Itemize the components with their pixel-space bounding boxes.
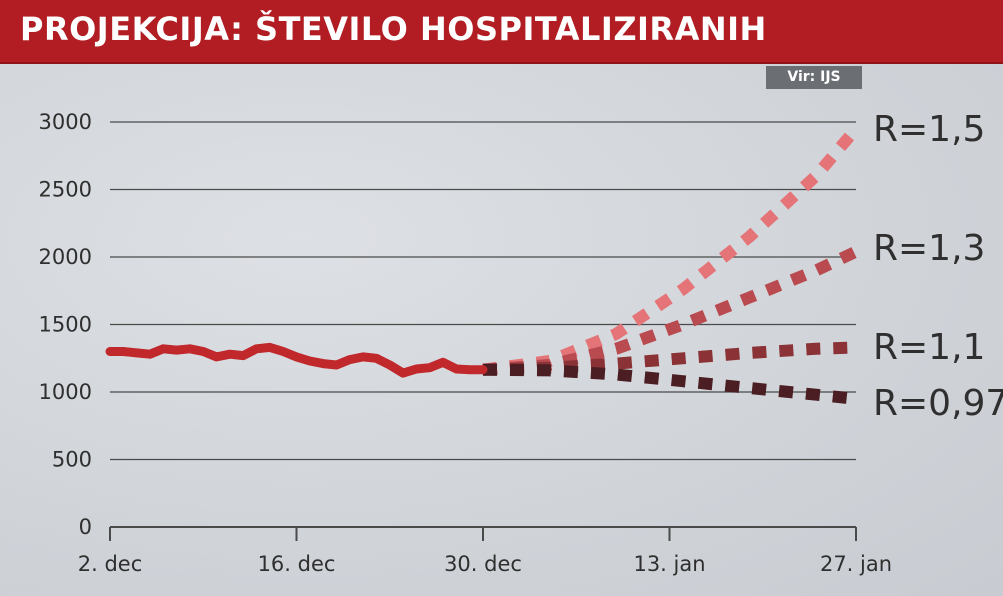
y-tick-label: 1500 bbox=[39, 313, 92, 337]
x-tick-label: 27. jan bbox=[820, 552, 892, 576]
x-tick-label: 2. dec bbox=[78, 552, 143, 576]
scenario-label: R=1,3 bbox=[873, 228, 985, 269]
scenario-label: R=0,97 bbox=[873, 383, 1003, 424]
y-tick-label: 2500 bbox=[39, 178, 92, 202]
scenario-label: R=1,1 bbox=[873, 327, 985, 368]
y-tick-label: 2000 bbox=[39, 245, 92, 269]
series-line-R=0,97 bbox=[482, 363, 857, 405]
x-tick-label: 13. jan bbox=[633, 552, 705, 576]
gridlines bbox=[110, 121, 856, 528]
y-tick-label: 0 bbox=[79, 515, 92, 539]
y-tick-labels: 0 500 1000 1500 2000 2500 3000 bbox=[39, 110, 92, 539]
x-tick-label: 16. dec bbox=[258, 552, 336, 576]
y-tick-label: 3000 bbox=[39, 110, 92, 134]
x-tick-label: 30. dec bbox=[444, 552, 522, 576]
scenario-labels: R=1,5 R=1,3 R=1,1 R=0,97 bbox=[873, 109, 1003, 424]
title-banner: PROJEKCIJA: ŠTEVILO HOSPITALIZIRANIH bbox=[0, 0, 1003, 64]
series-lines bbox=[105, 124, 861, 405]
series-line-observed bbox=[105, 342, 488, 378]
x-axis bbox=[109, 527, 857, 541]
series-line-R=1,3 bbox=[482, 246, 859, 376]
source-badge: Vir: IJS bbox=[766, 66, 862, 89]
y-tick-label: 500 bbox=[52, 448, 92, 472]
chart-title: PROJEKCIJA: ŠTEVILO HOSPITALIZIRANIH bbox=[20, 10, 767, 48]
x-tick-labels: 2. dec 16. dec 30. dec 13. jan 27. jan bbox=[78, 552, 892, 576]
scenario-label: R=1,5 bbox=[873, 109, 985, 150]
y-tick-label: 1000 bbox=[39, 380, 92, 404]
